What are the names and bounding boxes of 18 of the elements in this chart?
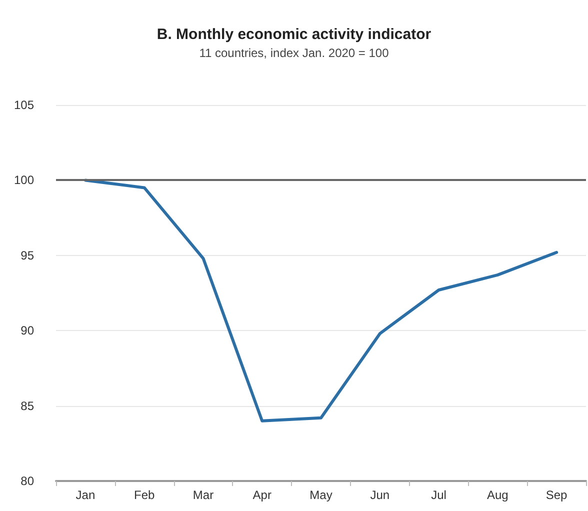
x-tick-label: Feb — [134, 488, 155, 502]
chart-title: B. Monthly economic activity indicator — [156, 26, 432, 43]
x-tick-label: Jan — [76, 488, 96, 502]
y-tick-label: 100 — [14, 173, 34, 188]
x-tick-label: Sep — [546, 488, 568, 502]
x-tick-label: Aug — [486, 488, 508, 502]
x-tick-label: Jul — [431, 488, 446, 502]
y-tick-label: 105 — [14, 98, 34, 112]
chart-subtitle: 11 countries, index Jan. 2020 = 100 — [199, 46, 390, 60]
y-tick-label: 95 — [20, 248, 34, 262]
y-tick-label: 80 — [20, 474, 34, 488]
line-series — [84, 178, 558, 422]
x-tick-label: Mar — [192, 488, 214, 502]
x-tick-label: Jun — [370, 488, 390, 502]
y-tick-label: 85 — [20, 398, 34, 413]
x-tick-label: Apr — [252, 488, 272, 502]
y-tick-label: 90 — [20, 324, 34, 338]
x-tick-label: May — [310, 488, 332, 502]
